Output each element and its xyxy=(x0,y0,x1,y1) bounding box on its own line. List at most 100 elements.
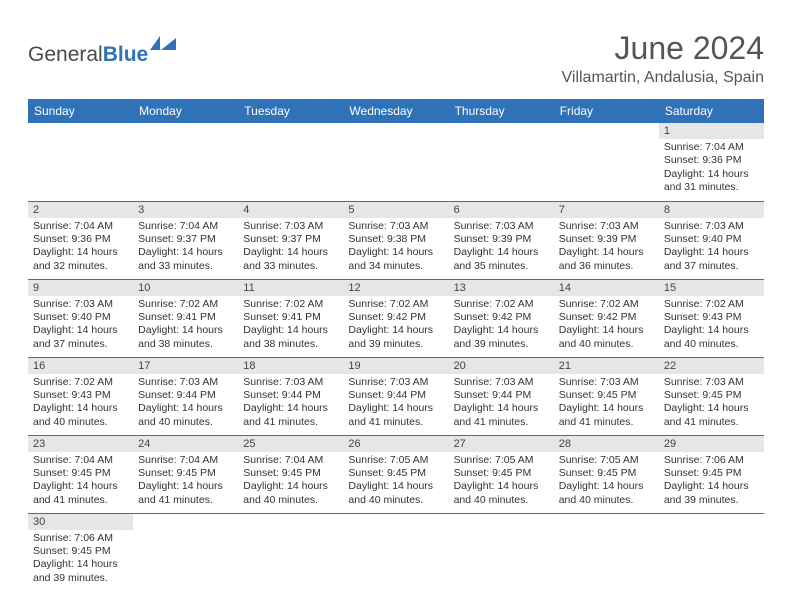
sunrise-line: Sunrise: 7:06 AM xyxy=(664,454,759,467)
day-cell: 24Sunrise: 7:04 AMSunset: 9:45 PMDayligh… xyxy=(133,435,238,513)
day-details: Sunrise: 7:03 AMSunset: 9:40 PMDaylight:… xyxy=(28,296,133,355)
day-number: 22 xyxy=(659,358,764,374)
sunrise-line: Sunrise: 7:02 AM xyxy=(454,298,549,311)
day-cell: 27Sunrise: 7:05 AMSunset: 9:45 PMDayligh… xyxy=(449,435,554,513)
sunrise-line: Sunrise: 7:03 AM xyxy=(559,376,654,389)
day-header: Tuesday xyxy=(238,99,343,123)
day-cell: 21Sunrise: 7:03 AMSunset: 9:45 PMDayligh… xyxy=(554,357,659,435)
daylight-line: Daylight: 14 hours and 34 minutes. xyxy=(348,246,443,273)
empty-cell xyxy=(133,513,238,591)
daylight-line: Daylight: 14 hours and 35 minutes. xyxy=(454,246,549,273)
daylight-line: Daylight: 14 hours and 40 minutes. xyxy=(138,402,233,429)
day-cell: 4Sunrise: 7:03 AMSunset: 9:37 PMDaylight… xyxy=(238,201,343,279)
sunset-line: Sunset: 9:42 PM xyxy=(348,311,443,324)
sunset-line: Sunset: 9:45 PM xyxy=(348,467,443,480)
day-details: Sunrise: 7:04 AMSunset: 9:37 PMDaylight:… xyxy=(133,218,238,277)
day-number: 6 xyxy=(449,202,554,218)
sunrise-line: Sunrise: 7:03 AM xyxy=(348,376,443,389)
day-number: 5 xyxy=(343,202,448,218)
daylight-line: Daylight: 14 hours and 41 minutes. xyxy=(33,480,128,507)
day-number: 30 xyxy=(28,514,133,530)
calendar-table: SundayMondayTuesdayWednesdayThursdayFrid… xyxy=(28,99,764,591)
day-cell: 3Sunrise: 7:04 AMSunset: 9:37 PMDaylight… xyxy=(133,201,238,279)
daylight-line: Daylight: 14 hours and 40 minutes. xyxy=(559,480,654,507)
day-details: Sunrise: 7:03 AMSunset: 9:44 PMDaylight:… xyxy=(343,374,448,433)
sunrise-line: Sunrise: 7:04 AM xyxy=(138,454,233,467)
daylight-line: Daylight: 14 hours and 41 minutes. xyxy=(348,402,443,429)
day-details: Sunrise: 7:02 AMSunset: 9:43 PMDaylight:… xyxy=(659,296,764,355)
sunset-line: Sunset: 9:45 PM xyxy=(454,467,549,480)
sunset-line: Sunset: 9:40 PM xyxy=(33,311,128,324)
empty-cell xyxy=(449,123,554,201)
daylight-line: Daylight: 14 hours and 32 minutes. xyxy=(33,246,128,273)
daylight-line: Daylight: 14 hours and 37 minutes. xyxy=(33,324,128,351)
sunrise-line: Sunrise: 7:03 AM xyxy=(664,220,759,233)
day-details: Sunrise: 7:03 AMSunset: 9:45 PMDaylight:… xyxy=(554,374,659,433)
title-block: June 2024 Villamartin, Andalusia, Spain xyxy=(562,30,765,87)
daylight-line: Daylight: 14 hours and 41 minutes. xyxy=(138,480,233,507)
day-number: 8 xyxy=(659,202,764,218)
empty-cell xyxy=(238,123,343,201)
location: Villamartin, Andalusia, Spain xyxy=(562,69,765,87)
day-cell: 7Sunrise: 7:03 AMSunset: 9:39 PMDaylight… xyxy=(554,201,659,279)
day-cell: 20Sunrise: 7:03 AMSunset: 9:44 PMDayligh… xyxy=(449,357,554,435)
sunrise-line: Sunrise: 7:02 AM xyxy=(33,376,128,389)
daylight-line: Daylight: 14 hours and 41 minutes. xyxy=(243,402,338,429)
daylight-line: Daylight: 14 hours and 40 minutes. xyxy=(243,480,338,507)
day-details: Sunrise: 7:02 AMSunset: 9:42 PMDaylight:… xyxy=(554,296,659,355)
day-cell: 16Sunrise: 7:02 AMSunset: 9:43 PMDayligh… xyxy=(28,357,133,435)
day-cell: 11Sunrise: 7:02 AMSunset: 9:41 PMDayligh… xyxy=(238,279,343,357)
sunset-line: Sunset: 9:39 PM xyxy=(559,233,654,246)
daylight-line: Daylight: 14 hours and 39 minutes. xyxy=(454,324,549,351)
day-cell: 22Sunrise: 7:03 AMSunset: 9:45 PMDayligh… xyxy=(659,357,764,435)
daylight-line: Daylight: 14 hours and 39 minutes. xyxy=(33,558,128,585)
day-number: 21 xyxy=(554,358,659,374)
day-details: Sunrise: 7:05 AMSunset: 9:45 PMDaylight:… xyxy=(343,452,448,511)
logo: GeneralBlue xyxy=(28,36,178,73)
day-header-row: SundayMondayTuesdayWednesdayThursdayFrid… xyxy=(28,99,764,123)
day-header: Saturday xyxy=(659,99,764,123)
sunrise-line: Sunrise: 7:04 AM xyxy=(243,454,338,467)
daylight-line: Daylight: 14 hours and 33 minutes. xyxy=(243,246,338,273)
day-number: 9 xyxy=(28,280,133,296)
day-number: 19 xyxy=(343,358,448,374)
header: GeneralBlue June 2024 Villamartin, Andal… xyxy=(28,30,764,87)
day-cell: 8Sunrise: 7:03 AMSunset: 9:40 PMDaylight… xyxy=(659,201,764,279)
empty-cell xyxy=(238,513,343,591)
daylight-line: Daylight: 14 hours and 36 minutes. xyxy=(559,246,654,273)
day-cell: 17Sunrise: 7:03 AMSunset: 9:44 PMDayligh… xyxy=(133,357,238,435)
day-details: Sunrise: 7:03 AMSunset: 9:38 PMDaylight:… xyxy=(343,218,448,277)
day-details: Sunrise: 7:03 AMSunset: 9:44 PMDaylight:… xyxy=(238,374,343,433)
empty-cell xyxy=(133,123,238,201)
day-number: 29 xyxy=(659,436,764,452)
daylight-line: Daylight: 14 hours and 40 minutes. xyxy=(559,324,654,351)
day-number: 26 xyxy=(343,436,448,452)
day-number: 10 xyxy=(133,280,238,296)
sunset-line: Sunset: 9:44 PM xyxy=(243,389,338,402)
day-number: 3 xyxy=(133,202,238,218)
sunrise-line: Sunrise: 7:04 AM xyxy=(33,454,128,467)
sunrise-line: Sunrise: 7:03 AM xyxy=(454,376,549,389)
day-header: Thursday xyxy=(449,99,554,123)
daylight-line: Daylight: 14 hours and 41 minutes. xyxy=(559,402,654,429)
sunrise-line: Sunrise: 7:03 AM xyxy=(33,298,128,311)
sunset-line: Sunset: 9:41 PM xyxy=(138,311,233,324)
day-details: Sunrise: 7:02 AMSunset: 9:41 PMDaylight:… xyxy=(133,296,238,355)
sunrise-line: Sunrise: 7:04 AM xyxy=(33,220,128,233)
flag-icon xyxy=(150,36,178,59)
day-cell: 15Sunrise: 7:02 AMSunset: 9:43 PMDayligh… xyxy=(659,279,764,357)
day-cell: 30Sunrise: 7:06 AMSunset: 9:45 PMDayligh… xyxy=(28,513,133,591)
sunset-line: Sunset: 9:41 PM xyxy=(243,311,338,324)
day-details: Sunrise: 7:04 AMSunset: 9:45 PMDaylight:… xyxy=(238,452,343,511)
day-number: 15 xyxy=(659,280,764,296)
day-header: Friday xyxy=(554,99,659,123)
week-row: 1Sunrise: 7:04 AMSunset: 9:36 PMDaylight… xyxy=(28,123,764,201)
daylight-line: Daylight: 14 hours and 40 minutes. xyxy=(348,480,443,507)
daylight-line: Daylight: 14 hours and 33 minutes. xyxy=(138,246,233,273)
day-cell: 28Sunrise: 7:05 AMSunset: 9:45 PMDayligh… xyxy=(554,435,659,513)
sunrise-line: Sunrise: 7:03 AM xyxy=(138,376,233,389)
empty-cell xyxy=(343,513,448,591)
day-cell: 13Sunrise: 7:02 AMSunset: 9:42 PMDayligh… xyxy=(449,279,554,357)
day-details: Sunrise: 7:06 AMSunset: 9:45 PMDaylight:… xyxy=(28,530,133,589)
day-details: Sunrise: 7:03 AMSunset: 9:44 PMDaylight:… xyxy=(449,374,554,433)
